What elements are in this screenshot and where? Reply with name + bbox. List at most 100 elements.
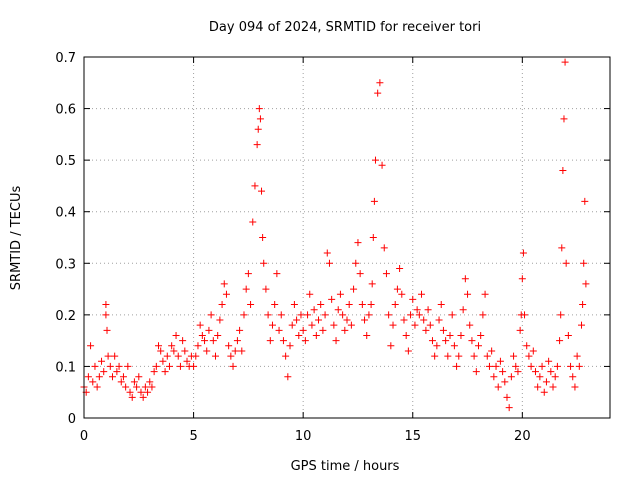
data-point [413,306,421,314]
data-point [398,290,406,298]
data-point [312,331,320,339]
data-point [170,347,178,355]
data-point [382,270,390,278]
data-point [238,347,246,355]
data-point [488,347,496,355]
data-point [343,316,351,324]
data-points [80,58,590,412]
data-point [400,316,408,324]
data-point [168,342,176,350]
data-point [306,290,314,298]
data-point [420,316,428,324]
data-point [580,259,588,267]
data-point [557,311,565,319]
data-point [157,347,165,355]
data-point [117,378,125,386]
chart-title: Day 094 of 2024, SRMTID for receiver tor… [209,20,481,35]
data-point [119,373,127,381]
y-tick-label: 0.4 [55,206,76,221]
data-point [336,290,344,298]
data-point [339,311,347,319]
data-point [350,285,358,293]
data-point [371,156,379,164]
data-point [255,105,263,113]
data-point [192,352,200,360]
data-point [378,161,386,169]
data-point [212,352,219,360]
x-tick-label: 0 [80,429,88,444]
data-point [179,337,187,345]
data-point [271,301,279,309]
data-point [220,280,228,288]
data-point [301,337,309,345]
data-point [470,352,478,360]
data-point [437,301,445,309]
data-point [411,321,419,329]
x-tick-label: 5 [189,429,197,444]
data-point [549,383,557,391]
data-point [242,285,250,293]
data-point [448,311,456,319]
data-point [194,342,202,350]
data-point [196,321,204,329]
data-point [361,316,369,324]
data-point [240,311,248,319]
data-point [561,58,569,66]
data-point [468,337,476,345]
data-point [365,311,373,319]
data-point [282,352,290,360]
data-point [260,259,268,267]
data-point [551,373,559,381]
data-point [479,311,487,319]
data-point [161,368,169,376]
data-point [510,352,518,360]
data-point [389,321,397,329]
data-point [514,368,522,376]
data-point [559,166,567,174]
data-point [103,326,111,334]
y-tick-label: 0.5 [55,154,76,169]
data-point [519,249,527,257]
data-point [216,316,224,324]
data-point [534,383,542,391]
data-point [564,331,572,339]
data-point [146,378,154,386]
data-point [529,347,537,355]
data-point [102,311,110,319]
y-axis-label: SRMTID / TECUs [9,186,24,291]
x-tick-label: 20 [514,429,531,444]
data-point [144,388,152,396]
data-point [273,270,281,278]
data-point [481,290,489,298]
data-point [87,342,95,350]
data-point [354,239,362,247]
data-point [139,393,147,401]
data-point [84,373,92,381]
data-point [422,326,430,334]
data-point [567,362,575,370]
data-point [505,404,513,412]
data-point [525,352,533,360]
data-point [106,362,114,370]
data-point [111,352,119,360]
data-point [286,342,294,350]
y-tick-label: 0.7 [55,51,76,66]
data-point [126,388,134,396]
data-point [494,383,502,391]
data-point [231,347,239,355]
data-point [95,373,103,381]
data-point [521,311,529,319]
data-point [315,316,323,324]
data-point [259,234,267,241]
data-point [91,362,99,370]
data-point [203,347,211,355]
data-point [558,244,566,252]
data-point [426,321,434,329]
data-point [254,125,262,133]
data-point [100,368,108,376]
data-point [396,264,404,272]
data-point [299,326,307,334]
data-point [374,89,382,97]
data-point [93,383,101,391]
data-point [201,337,209,345]
